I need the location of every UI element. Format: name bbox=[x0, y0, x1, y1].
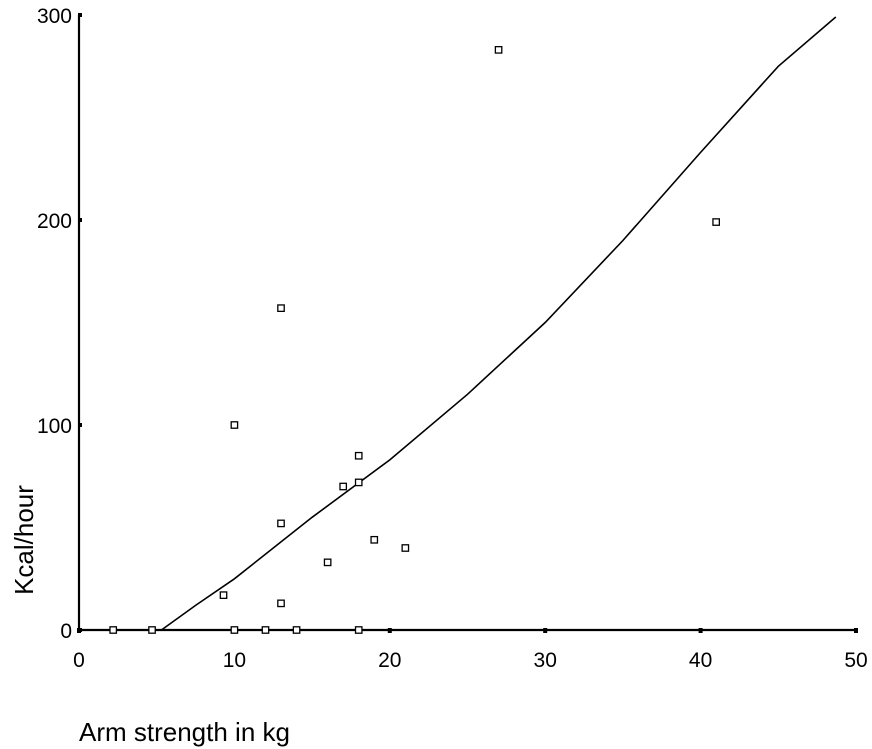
y-axis-title: Kcal/hour bbox=[9, 485, 39, 595]
x-ticks: 0 10 20 30 40 50 bbox=[73, 628, 868, 672]
data-point bbox=[219, 591, 228, 600]
y-tick-label: 200 bbox=[37, 210, 72, 233]
data-point bbox=[292, 626, 301, 634]
data-point bbox=[354, 478, 363, 487]
fitted-curve bbox=[160, 16, 837, 631]
y-tick-label: 100 bbox=[37, 415, 72, 438]
data-point bbox=[339, 482, 348, 491]
data-point bbox=[354, 626, 363, 634]
data-point bbox=[230, 626, 239, 634]
data-point bbox=[401, 544, 410, 552]
data-point bbox=[370, 535, 379, 544]
data-point bbox=[494, 46, 503, 54]
x-tick-label: 0 bbox=[73, 649, 85, 672]
x-tick-label: 20 bbox=[378, 649, 401, 672]
data-point bbox=[109, 626, 118, 634]
x-tick-label: 10 bbox=[223, 649, 246, 672]
y-tick-label: 300 bbox=[37, 5, 72, 28]
data-point bbox=[277, 304, 285, 313]
data-point bbox=[148, 626, 156, 634]
y-tick-label: 0 bbox=[60, 620, 72, 643]
data-point bbox=[230, 421, 239, 429]
plot-area bbox=[109, 16, 837, 634]
data-point bbox=[323, 558, 332, 567]
data-point bbox=[712, 218, 720, 226]
x-axis-title: Arm strength in kg bbox=[79, 717, 290, 747]
x-tick-label: 40 bbox=[689, 649, 712, 672]
data-point bbox=[354, 451, 363, 460]
x-tick-label: 50 bbox=[844, 649, 867, 672]
y-ticks: 0 100 200 300 bbox=[37, 5, 82, 643]
data-point bbox=[277, 599, 285, 608]
x-tick-label: 30 bbox=[534, 649, 557, 672]
data-point bbox=[277, 519, 285, 528]
data-point bbox=[261, 626, 270, 634]
